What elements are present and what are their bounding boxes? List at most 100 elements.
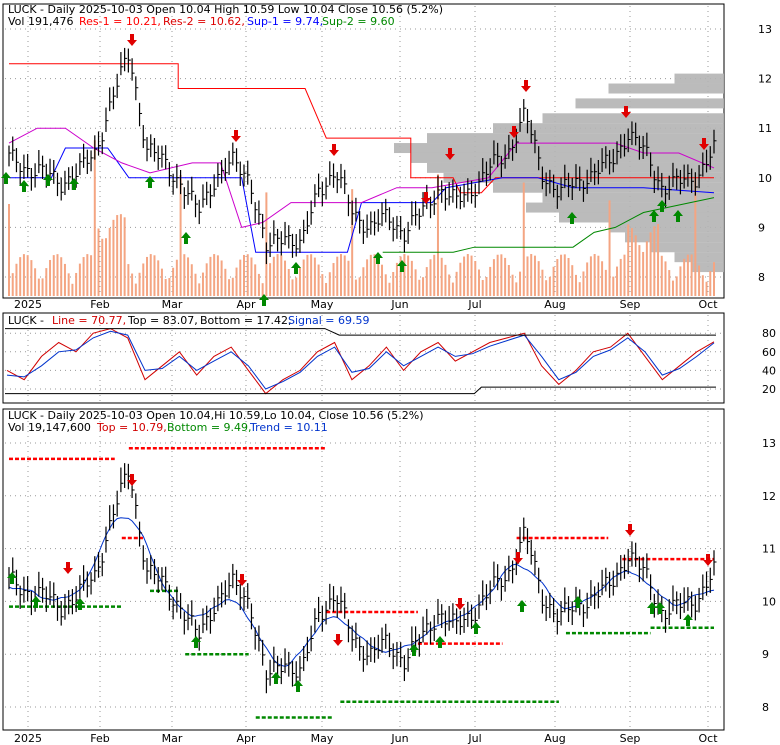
volume-bar bbox=[642, 251, 645, 296]
y-tick-label: 8 bbox=[762, 701, 769, 714]
volume-profile-bar bbox=[575, 98, 724, 109]
volume-bar bbox=[116, 215, 119, 296]
month-label: Sep bbox=[620, 298, 641, 311]
y-tick-label: 13 bbox=[762, 437, 776, 450]
buy-arrow-icon bbox=[69, 178, 79, 190]
volume-bar bbox=[209, 256, 212, 296]
sell-arrow-icon bbox=[621, 106, 631, 118]
oscillator-top bbox=[5, 328, 716, 336]
y-tick-label: 10 bbox=[762, 595, 776, 608]
volume-bar bbox=[373, 254, 376, 296]
volume-bar bbox=[597, 255, 600, 296]
volume-bar bbox=[298, 267, 301, 296]
volume-profile-bar bbox=[427, 133, 724, 144]
buy-arrow-icon bbox=[373, 252, 383, 264]
volume-bar bbox=[104, 238, 107, 296]
sell-arrow-icon bbox=[329, 144, 339, 156]
volume-bar bbox=[127, 264, 130, 296]
volume-bar bbox=[653, 226, 656, 296]
month-label: Feb bbox=[90, 298, 109, 311]
sell-arrow-icon bbox=[521, 80, 531, 92]
price-panel-title: LUCK - Daily 2025-10-03 Open 10.04 High … bbox=[8, 3, 443, 16]
y-tick-label: 11 bbox=[758, 122, 772, 135]
volume-bar bbox=[616, 266, 619, 296]
volume-bar bbox=[403, 254, 406, 296]
volume-bar bbox=[507, 265, 510, 296]
volume-bar bbox=[463, 256, 466, 296]
volume-bar bbox=[466, 254, 469, 296]
volume-bar bbox=[164, 278, 167, 296]
osc-bottom-label: Bottom = 17.42, bbox=[200, 314, 292, 327]
volume-bar bbox=[131, 273, 134, 296]
volume-bar bbox=[310, 254, 313, 296]
volume-bar bbox=[478, 269, 480, 296]
y-tick-label: 20 bbox=[762, 383, 776, 396]
volume-bar bbox=[287, 268, 290, 296]
volume-bar bbox=[392, 272, 395, 296]
volume-bar bbox=[239, 259, 242, 296]
volume-bar bbox=[82, 257, 85, 296]
volume-profile-bar bbox=[542, 113, 724, 124]
volume-bar bbox=[67, 273, 70, 296]
buy-arrow-icon bbox=[31, 596, 41, 608]
volume-bar bbox=[455, 271, 458, 296]
month-label: Jun bbox=[390, 298, 408, 311]
volume-bar bbox=[366, 259, 369, 296]
volume-bar bbox=[515, 282, 518, 296]
oscillator-line bbox=[6, 328, 715, 395]
y-tick-label: 9 bbox=[762, 648, 769, 661]
volume-bar bbox=[533, 255, 536, 296]
volume-bar bbox=[485, 276, 488, 296]
volume-bar bbox=[321, 274, 324, 296]
volume-bar bbox=[351, 189, 354, 296]
volume-bar bbox=[246, 254, 249, 296]
volume-bar bbox=[295, 277, 298, 296]
volume-bar bbox=[713, 262, 715, 296]
volume-bar bbox=[433, 254, 436, 296]
volume-bar bbox=[686, 254, 689, 296]
volume-bar bbox=[272, 256, 275, 296]
volume-bar bbox=[548, 276, 551, 296]
volume-bar bbox=[343, 255, 346, 296]
volume-bar bbox=[381, 264, 384, 296]
trend-panel-title: LUCK - Daily 2025-10-03 Open 10.04,Hi 10… bbox=[8, 409, 424, 422]
volume-bar bbox=[470, 255, 473, 296]
volume-profile-bar bbox=[608, 222, 724, 233]
volume-bar bbox=[257, 273, 260, 296]
volume-bar bbox=[377, 257, 380, 296]
volume-bar bbox=[325, 282, 328, 296]
volume-bar bbox=[657, 224, 660, 296]
resistance-line bbox=[9, 63, 714, 194]
trend-panel: 13 12 11 10 9 8 LUCK - Daily 2025-10-03 Open … bbox=[2, 408, 776, 731]
volume-profile-bar bbox=[410, 152, 724, 163]
volume-bar bbox=[201, 272, 204, 296]
trend-panel-frame bbox=[2, 408, 725, 731]
month-label: 2025 bbox=[14, 732, 42, 745]
buy-arrow-icon bbox=[649, 210, 659, 222]
volume-bar bbox=[601, 261, 604, 296]
volume-bar bbox=[175, 259, 178, 296]
oscillator-title: LUCK - bbox=[8, 314, 44, 327]
oscillator-bottom bbox=[5, 386, 716, 395]
volume-bar bbox=[216, 255, 219, 296]
month-label: Mar bbox=[162, 298, 183, 311]
volume-bar bbox=[530, 254, 533, 296]
trend-bottom-label: Bottom = 9.49, bbox=[167, 421, 252, 434]
volume-bar bbox=[313, 257, 316, 296]
volume-bar bbox=[619, 258, 622, 296]
buy-arrow-icon bbox=[471, 622, 481, 634]
volume-bar bbox=[668, 270, 671, 296]
volume-bar bbox=[444, 264, 447, 296]
volume-bar bbox=[63, 263, 66, 296]
volume-bar bbox=[451, 282, 454, 296]
sup1-label: Sup-1 = 9.74, bbox=[247, 15, 323, 28]
month-label: Apr bbox=[236, 298, 256, 311]
volume-bar bbox=[56, 254, 59, 296]
osc-top-label: Top = 83.07, bbox=[127, 314, 198, 327]
volume-bar bbox=[168, 277, 171, 296]
volume-bar bbox=[224, 268, 227, 296]
month-label: Aug bbox=[544, 298, 565, 311]
buy-arrow-icon bbox=[435, 636, 445, 648]
sell-arrow-icon bbox=[513, 552, 523, 564]
sell-arrow-icon bbox=[445, 148, 455, 160]
